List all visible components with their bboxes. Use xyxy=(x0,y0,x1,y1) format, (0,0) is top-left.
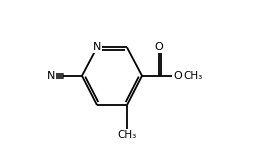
Text: N: N xyxy=(93,42,101,52)
Text: CH₃: CH₃ xyxy=(184,71,203,81)
Text: CH₃: CH₃ xyxy=(117,130,137,140)
Text: O: O xyxy=(154,42,163,52)
Text: N: N xyxy=(47,71,55,81)
Text: O: O xyxy=(173,71,182,81)
